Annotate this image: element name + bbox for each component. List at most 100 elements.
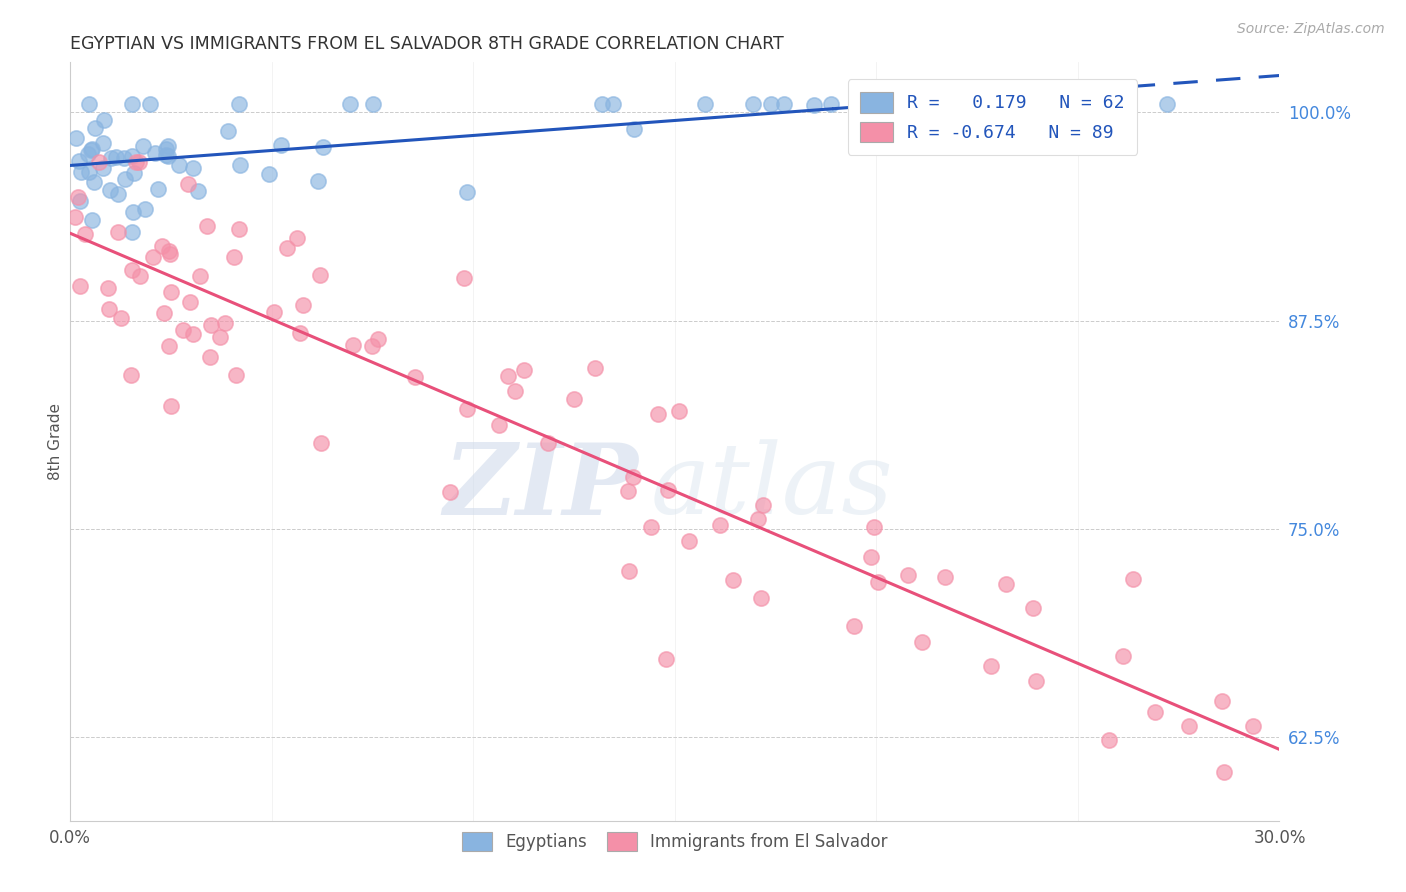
Point <box>915 97 938 112</box>
Point <box>159 399 181 413</box>
Point <box>995 576 1018 591</box>
Point <box>112 151 135 165</box>
Point <box>863 97 886 112</box>
Point <box>1112 648 1135 663</box>
Point <box>91 136 114 151</box>
Text: EGYPTIAN VS IMMIGRANTS FROM EL SALVADOR 8TH GRADE CORRELATION CHART: EGYPTIAN VS IMMIGRANTS FROM EL SALVADOR … <box>70 35 785 53</box>
Point <box>128 155 150 169</box>
Point <box>1025 674 1047 689</box>
Point <box>122 166 145 180</box>
Point <box>537 436 560 450</box>
Point <box>76 147 98 161</box>
Point <box>200 318 222 332</box>
Text: ZIP: ZIP <box>444 439 638 535</box>
Point <box>897 568 920 582</box>
Point <box>107 187 129 202</box>
Point <box>129 269 152 284</box>
Text: atlas: atlas <box>651 440 893 534</box>
Point <box>772 97 794 112</box>
Point <box>120 368 142 383</box>
Point <box>80 144 103 158</box>
Point <box>456 186 478 200</box>
Point <box>80 142 103 156</box>
Point <box>107 225 129 239</box>
Point <box>263 305 285 319</box>
Point <box>214 316 236 330</box>
Point <box>1241 719 1264 733</box>
Point <box>583 360 606 375</box>
Point <box>439 485 461 500</box>
Point <box>911 634 934 648</box>
Point <box>157 244 180 258</box>
Point <box>844 619 866 633</box>
Point <box>167 158 190 172</box>
Point <box>1156 97 1178 112</box>
Point <box>285 231 308 245</box>
Point <box>498 368 520 383</box>
Point <box>69 164 91 178</box>
Point <box>188 269 211 284</box>
Point <box>803 97 825 112</box>
Point <box>1122 572 1144 586</box>
Point <box>820 97 842 112</box>
Point <box>1143 706 1166 720</box>
Point <box>309 268 332 283</box>
Point <box>623 122 645 136</box>
Point <box>941 97 963 112</box>
Point <box>69 194 91 208</box>
Point <box>150 239 173 253</box>
Point <box>105 150 128 164</box>
Point <box>80 213 103 227</box>
Point <box>93 113 115 128</box>
Point <box>276 242 298 256</box>
Point <box>456 402 478 417</box>
Point <box>181 161 204 175</box>
Point <box>863 519 886 533</box>
Point <box>83 175 105 189</box>
Point <box>122 205 145 219</box>
Point <box>752 499 775 513</box>
Point <box>225 368 247 382</box>
Point <box>602 97 624 112</box>
Point <box>121 97 143 112</box>
Point <box>361 339 384 353</box>
Y-axis label: 8th Grade: 8th Grade <box>48 403 63 480</box>
Point <box>866 575 889 590</box>
Point <box>709 518 731 533</box>
Point <box>134 202 156 217</box>
Point <box>97 280 120 294</box>
Point <box>1212 764 1234 779</box>
Point <box>617 483 640 498</box>
Point <box>98 183 121 197</box>
Point <box>361 97 384 112</box>
Point <box>742 97 765 112</box>
Point <box>67 154 90 169</box>
Point <box>934 570 956 584</box>
Point <box>367 332 389 346</box>
Point <box>195 219 218 234</box>
Point <box>1211 694 1233 708</box>
Point <box>695 97 717 112</box>
Point <box>859 549 882 564</box>
Point <box>291 298 314 312</box>
Point <box>1097 733 1119 747</box>
Point <box>228 97 250 112</box>
Point <box>339 97 361 112</box>
Point <box>114 172 136 186</box>
Point <box>640 519 662 533</box>
Point <box>562 392 585 407</box>
Point <box>761 97 783 112</box>
Point <box>153 306 176 320</box>
Point <box>146 182 169 196</box>
Point <box>721 573 744 587</box>
Point <box>69 279 91 293</box>
Point <box>312 139 335 153</box>
Point <box>200 350 222 364</box>
Point <box>217 124 239 138</box>
Point <box>513 362 536 376</box>
Point <box>132 138 155 153</box>
Point <box>228 222 250 236</box>
Point <box>110 310 132 325</box>
Point <box>229 158 252 172</box>
Point <box>309 436 332 450</box>
